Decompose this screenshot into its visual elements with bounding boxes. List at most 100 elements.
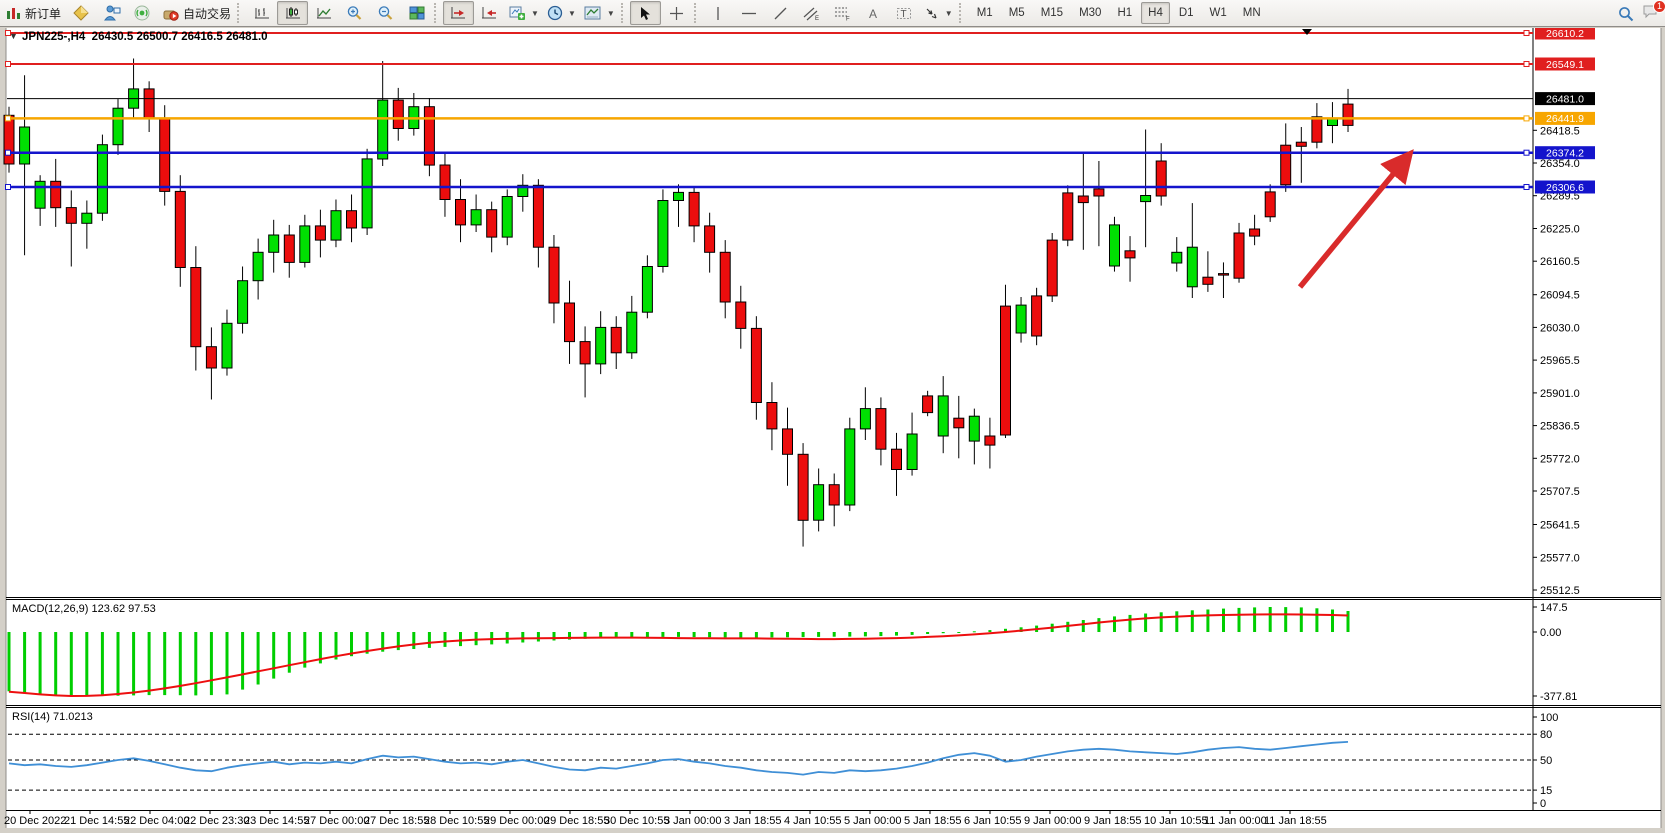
- candle[interactable]: [735, 301, 747, 329]
- arrows-tool-button[interactable]: ▼: [920, 1, 957, 25]
- zoom-in-button[interactable]: [339, 1, 370, 25]
- signals-button[interactable]: [96, 1, 127, 25]
- candle[interactable]: [968, 415, 980, 442]
- candle[interactable]: [470, 209, 482, 226]
- tile-windows-button[interactable]: [401, 1, 432, 25]
- fibonacci-tool-button[interactable]: F: [827, 1, 858, 25]
- search-icon[interactable]: [1618, 6, 1634, 22]
- candle[interactable]: [1233, 232, 1245, 279]
- candle[interactable]: [252, 251, 264, 282]
- candle[interactable]: [423, 106, 435, 166]
- line-drag-handle[interactable]: [1523, 115, 1530, 122]
- candle[interactable]: [1186, 246, 1198, 288]
- auto-trading-button[interactable]: 自动交易: [158, 1, 235, 25]
- candle[interactable]: [1249, 228, 1261, 237]
- candle[interactable]: [439, 164, 451, 200]
- timeframe-button-h1[interactable]: H1: [1117, 7, 1133, 19]
- horizontal-line-tool-button[interactable]: [734, 1, 765, 25]
- candle[interactable]: [1062, 192, 1074, 241]
- candle[interactable]: [532, 184, 544, 248]
- candle[interactable]: [19, 126, 31, 165]
- text-label-tool-button[interactable]: T: [889, 1, 920, 25]
- candle[interactable]: [190, 267, 202, 348]
- trendline-tool-button[interactable]: [765, 1, 796, 25]
- candle[interactable]: [548, 246, 560, 304]
- candle[interactable]: [501, 196, 513, 238]
- text-tool-button[interactable]: A: [858, 1, 889, 25]
- candle[interactable]: [81, 212, 93, 224]
- candle[interactable]: [486, 209, 498, 238]
- candle[interactable]: [797, 453, 809, 521]
- candle[interactable]: [657, 200, 669, 267]
- candle[interactable]: [1140, 195, 1152, 203]
- candle[interactable]: [361, 158, 373, 229]
- auto-scroll-button[interactable]: [443, 1, 475, 25]
- cursor-button[interactable]: [629, 1, 661, 25]
- candle[interactable]: [1046, 239, 1058, 297]
- candle[interactable]: [828, 484, 840, 506]
- candle[interactable]: [641, 266, 653, 313]
- candlestick-chart-type-button[interactable]: [277, 1, 309, 25]
- candle[interactable]: [1109, 224, 1120, 267]
- trend-arrow-annotation[interactable]: [1297, 149, 1414, 289]
- candle[interactable]: [346, 210, 357, 229]
- candle[interactable]: [1218, 273, 1229, 276]
- candle[interactable]: [96, 144, 108, 214]
- line-drag-handle[interactable]: [1523, 61, 1530, 67]
- line-drag-handle[interactable]: [5, 184, 11, 190]
- candle[interactable]: [1000, 305, 1011, 436]
- chart-shift-button[interactable]: [474, 1, 505, 25]
- candle[interactable]: [268, 234, 280, 253]
- candle[interactable]: [205, 346, 217, 369]
- vertical-line-tool-button[interactable]: [703, 1, 734, 25]
- candle[interactable]: [517, 184, 529, 198]
- candle[interactable]: [314, 225, 326, 241]
- line-chart-type-button[interactable]: [308, 1, 339, 25]
- timeframe-button-m30[interactable]: M30: [1079, 7, 1102, 19]
- line-drag-handle[interactable]: [5, 61, 11, 67]
- candle[interactable]: [3, 114, 15, 165]
- candle[interactable]: [595, 326, 607, 365]
- metaeditor-button[interactable]: [65, 1, 96, 25]
- templates-button[interactable]: ▼: [580, 1, 619, 25]
- line-drag-handle[interactable]: [5, 115, 11, 122]
- timeframe-button-m15[interactable]: M15: [1040, 7, 1064, 19]
- candle[interactable]: [859, 408, 871, 430]
- candle[interactable]: [579, 341, 591, 365]
- candle[interactable]: [392, 99, 404, 129]
- candle[interactable]: [1015, 304, 1027, 334]
- candle[interactable]: [984, 435, 996, 446]
- candle[interactable]: [330, 210, 342, 241]
- candle[interactable]: [891, 448, 902, 471]
- candle[interactable]: [906, 433, 918, 470]
- candle[interactable]: [1155, 160, 1167, 197]
- timeframe-button-d1[interactable]: D1: [1178, 7, 1194, 19]
- candle[interactable]: [750, 327, 762, 403]
- candle[interactable]: [1280, 144, 1292, 186]
- candle[interactable]: [673, 191, 684, 201]
- candle[interactable]: [953, 417, 965, 429]
- candle[interactable]: [1124, 250, 1136, 259]
- candle[interactable]: [1031, 295, 1043, 337]
- line-drag-handle[interactable]: [1523, 30, 1530, 36]
- new-chart-button[interactable]: ▼: [505, 1, 543, 25]
- timeframe-button-m1[interactable]: M1: [976, 7, 993, 19]
- candle[interactable]: [112, 107, 124, 146]
- candle[interactable]: [34, 180, 46, 209]
- candle[interactable]: [937, 395, 949, 437]
- candle[interactable]: [377, 99, 389, 160]
- candle[interactable]: [875, 408, 887, 450]
- candle[interactable]: [1295, 141, 1307, 147]
- candle[interactable]: [1311, 116, 1323, 143]
- candle[interactable]: [159, 117, 171, 192]
- chart-canvas[interactable]: 26418.5 26354.0 26289.5 26225.0 26160.5 26094…: [0, 28, 1665, 833]
- candle[interactable]: [221, 322, 233, 369]
- candle[interactable]: [610, 326, 622, 354]
- notifications-button[interactable]: 1: [1642, 0, 1665, 24]
- bar-chart-type-button[interactable]: [246, 1, 277, 25]
- candle[interactable]: [1264, 191, 1276, 218]
- chart-collapse-arrow-icon[interactable]: ▼: [9, 31, 18, 41]
- candle[interactable]: [766, 402, 778, 430]
- line-drag-handle[interactable]: [5, 30, 11, 36]
- candle[interactable]: [455, 199, 466, 226]
